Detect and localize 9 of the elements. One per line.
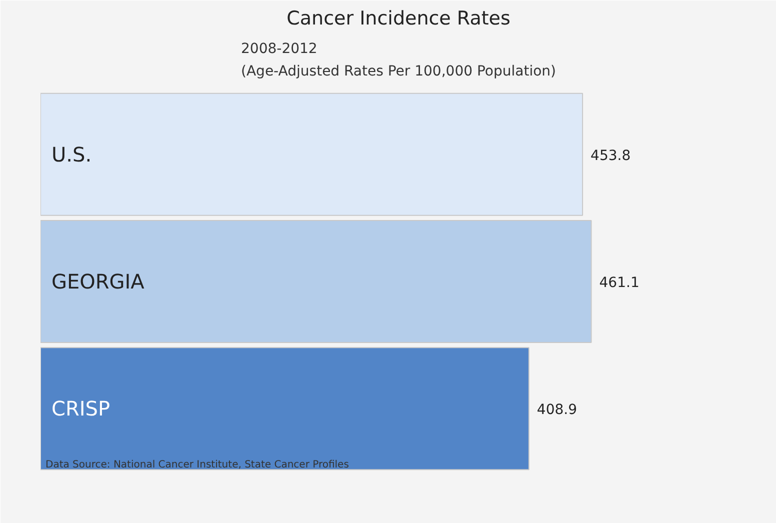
data-label: 461.1 (599, 275, 640, 291)
chart-subtitle: 2008-2012 (Age-Adjusted Rates Per 100,000 Population) (241, 41, 556, 80)
chart-title: Cancer Incidence Rates (286, 8, 510, 30)
y-tick-label: CRISP (52, 396, 110, 421)
data-label: 453.8 (590, 148, 631, 164)
annotation: Data Source: National Cancer Institute, State Cancer Profiles (46, 460, 349, 470)
data-label: 408.9 (536, 402, 578, 418)
y-tick-label: U.S. (52, 142, 92, 166)
y-tick-label: GEORGIA (52, 270, 145, 294)
